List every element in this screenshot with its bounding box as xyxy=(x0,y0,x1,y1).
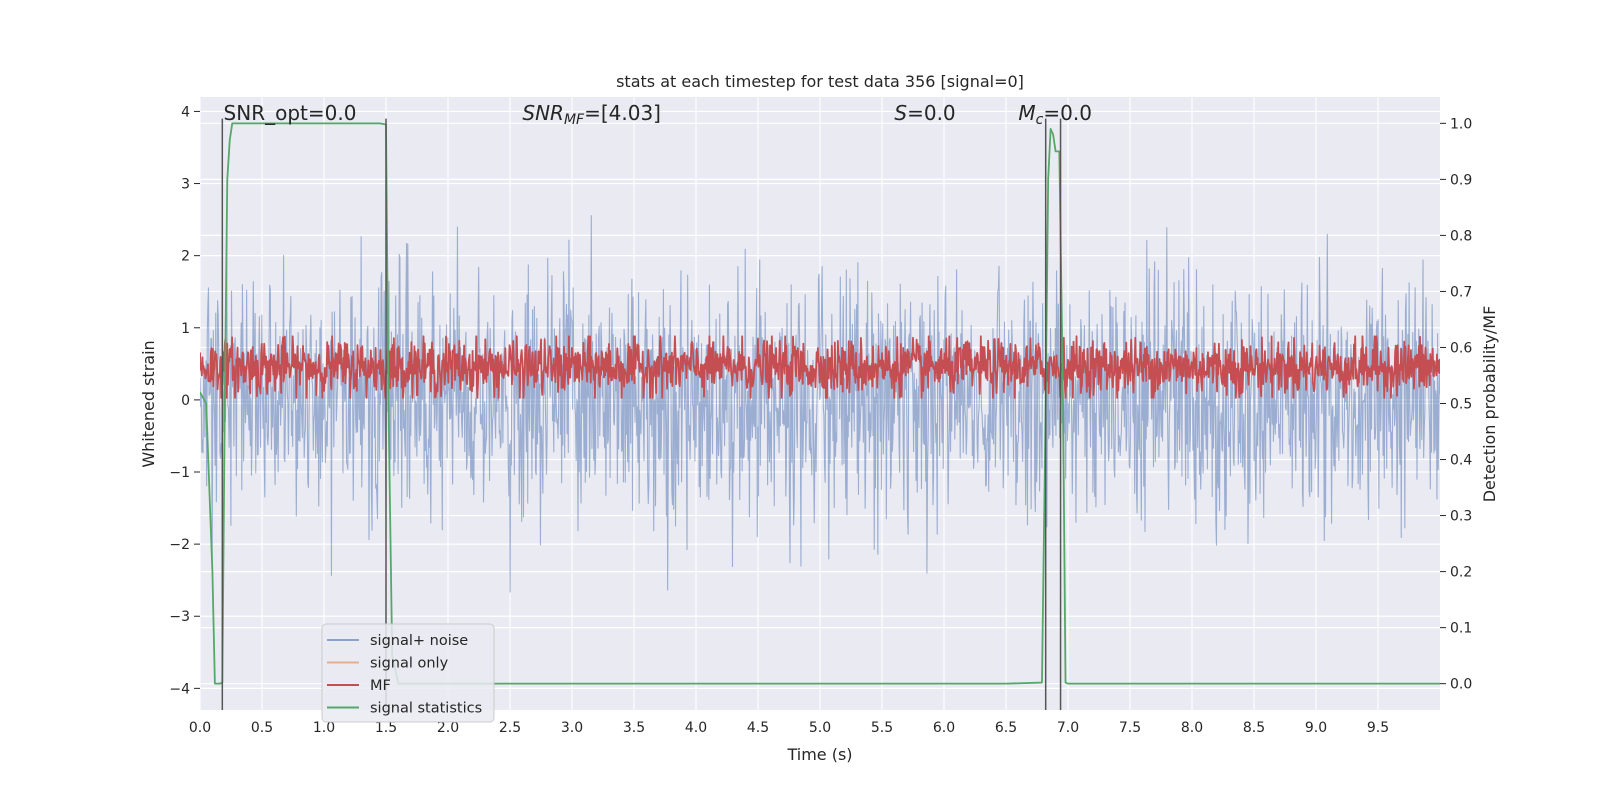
y-tick-label: 0 xyxy=(181,393,190,409)
series-line-0 xyxy=(200,215,1440,593)
y-tick-label: 1 xyxy=(181,321,190,337)
x-tick-label: 7.5 xyxy=(1119,720,1141,736)
y2-tick-label: 0.3 xyxy=(1450,509,1472,525)
x-tick-label: 0.0 xyxy=(189,720,211,736)
y2-tick-label: 0.2 xyxy=(1450,565,1472,581)
x-tick-label: 2.5 xyxy=(499,720,521,736)
annotation-mc-value: Mc=0.0 xyxy=(1018,101,1092,128)
y2-tick-label: 0.1 xyxy=(1450,621,1472,637)
legend: signal+ noise signal only MF signal statist… xyxy=(321,623,495,723)
y2-tick-label: 0.4 xyxy=(1450,453,1472,469)
y-tick-label: 3 xyxy=(181,177,190,193)
y2-tick-label: 0.0 xyxy=(1450,677,1472,693)
x-tick-label: 9.5 xyxy=(1367,720,1389,736)
x-tick-label: 5.0 xyxy=(809,720,831,736)
x-tick-label: 7.0 xyxy=(1057,720,1079,736)
y2-tick-label: 1.0 xyxy=(1450,116,1472,132)
x-tick-label: 8.5 xyxy=(1243,720,1265,736)
y-tick-label: −1 xyxy=(169,465,190,481)
y2-tick-label: 0.8 xyxy=(1450,228,1472,244)
annotation-s-value: S=0.0 xyxy=(894,101,955,125)
legend-label-3: signal statistics xyxy=(370,701,482,717)
x-tick-label: 2.0 xyxy=(437,720,459,736)
legend-box xyxy=(321,623,495,723)
y-axis-ticks: −4 −3 −2 −1 0 1 2 3 4 xyxy=(169,104,200,697)
vertical-markers xyxy=(221,118,1062,710)
annotations: SNR_opt=0.0 SNRMF=[4.03] S=0.0 Mc=0.0 xyxy=(224,101,1092,128)
x-tick-label: 9.0 xyxy=(1305,720,1327,736)
y-tick-label: −2 xyxy=(169,537,190,553)
x-tick-label: 8.0 xyxy=(1181,720,1203,736)
x-tick-label: 1.5 xyxy=(375,720,397,736)
x-tick-label: 5.5 xyxy=(871,720,893,736)
annotation-snr-opt: SNR_opt=0.0 xyxy=(224,101,357,125)
x-tick-label: 6.0 xyxy=(933,720,955,736)
legend-label-0: signal+ noise xyxy=(370,633,468,649)
x-tick-label: 0.5 xyxy=(251,720,273,736)
y2-tick-label: 0.5 xyxy=(1450,397,1472,413)
x-tick-label: 3.5 xyxy=(623,720,645,736)
x-tick-label: 4.5 xyxy=(747,720,769,736)
y-tick-label: −4 xyxy=(169,681,190,697)
y-tick-label: 2 xyxy=(181,249,190,265)
x-axis-label: Time (s) xyxy=(786,745,852,764)
y-axis-label: Whitened strain xyxy=(139,340,158,467)
y2-tick-label: 0.7 xyxy=(1450,284,1472,300)
x-tick-label: 1.0 xyxy=(313,720,335,736)
x-tick-label: 4.0 xyxy=(685,720,707,736)
y2-tick-label: 0.6 xyxy=(1450,340,1472,356)
series-line-2 xyxy=(200,335,1440,399)
x-tick-label: 6.5 xyxy=(995,720,1017,736)
annotation-snr-mf: SNRMF=[4.03] xyxy=(522,101,661,128)
legend-label-2: MF xyxy=(370,678,391,694)
y-tick-label: −3 xyxy=(169,609,190,625)
x-axis-ticks: 0.0 0.5 1.0 1.5 2.0 2.5 3.0 3.5 4.0 4.5 5.0 5.5 6.0 6… xyxy=(189,720,1389,736)
y-tick-label: 4 xyxy=(181,104,190,120)
x-tick-label: 3.0 xyxy=(561,720,583,736)
legend-label-1: signal only xyxy=(370,656,449,672)
y2-axis-label: Detection probability/MF xyxy=(1480,306,1499,503)
y2-tick-label: 0.9 xyxy=(1450,172,1472,188)
y2-axis-ticks: 0.0 0.1 0.2 0.3 0.4 0.5 0.6 0.7 0.8 0.9 1.0 xyxy=(1440,116,1472,693)
chart-title: stats at each timestep for test data 356… xyxy=(616,72,1024,91)
